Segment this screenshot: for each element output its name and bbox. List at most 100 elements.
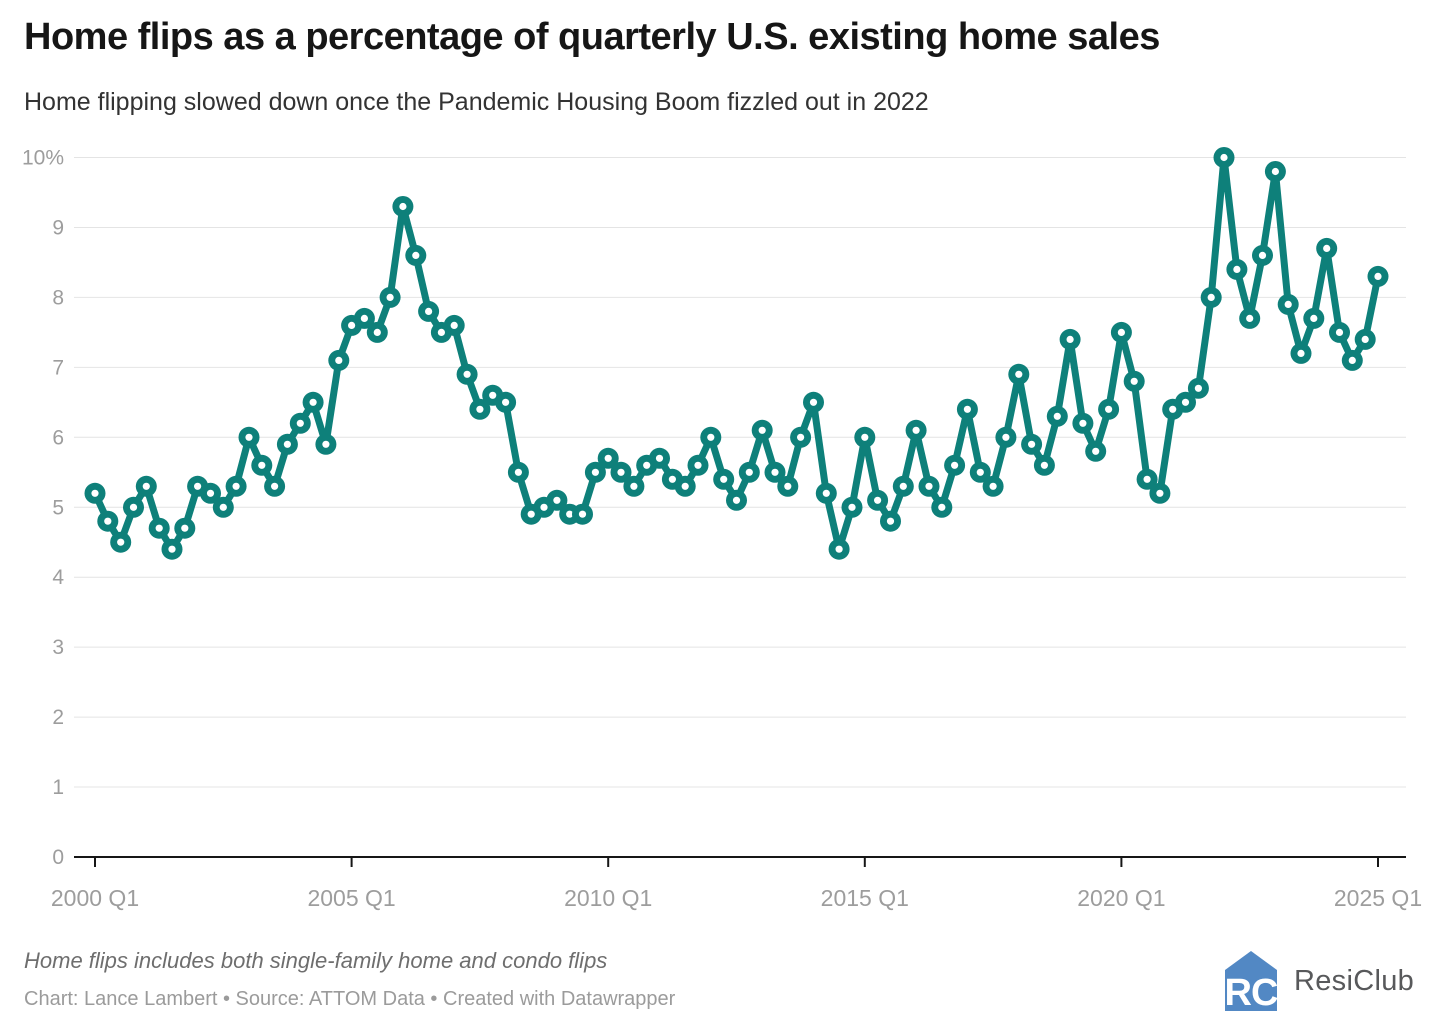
data-point-hole	[1169, 405, 1177, 413]
y-tick-label: 8	[52, 286, 64, 309]
data-point-hole	[1335, 328, 1344, 336]
y-tick-label: 4	[52, 566, 64, 589]
data-point-hole	[899, 482, 907, 490]
data-point-hole	[245, 433, 253, 441]
data-point-hole	[91, 489, 99, 497]
data-point-hole	[194, 482, 202, 490]
chart-footnote: Home flips includes both single-family h…	[24, 948, 608, 973]
data-point-hole	[206, 489, 215, 497]
data-point-hole	[963, 405, 972, 413]
data-point-hole	[604, 454, 612, 462]
data-point-hole	[1181, 398, 1190, 406]
data-point-hole	[630, 482, 638, 490]
data-point-hole	[681, 482, 689, 490]
data-point-hole	[591, 468, 600, 476]
data-point-hole	[758, 426, 766, 434]
data-point-hole	[1361, 335, 1369, 343]
data-point-hole	[489, 391, 497, 399]
data-point-hole	[129, 503, 138, 511]
y-tick-label: 5	[52, 496, 64, 519]
data-point-hole	[1220, 153, 1228, 162]
data-point-hole	[425, 307, 433, 315]
data-point-hole	[732, 496, 741, 504]
data-point-hole	[283, 440, 291, 448]
data-point-hole	[1310, 314, 1318, 322]
x-tick-label: 2010 Q1	[564, 885, 652, 911]
data-point-hole	[809, 398, 818, 406]
data-point-hole	[1040, 461, 1048, 469]
data-point-hole	[1258, 251, 1267, 259]
data-point-hole	[784, 482, 792, 490]
data-point-hole	[578, 510, 587, 518]
data-point-hole	[861, 433, 869, 441]
data-point-hole	[668, 475, 677, 483]
data-point-hole	[386, 293, 394, 301]
data-point-hole	[874, 496, 882, 504]
data-point-hole	[142, 482, 150, 490]
data-point-hole	[1246, 314, 1254, 322]
data-point-hole	[437, 328, 445, 336]
data-point-hole	[1053, 412, 1061, 420]
data-point-hole	[822, 489, 830, 497]
data-point-hole	[1130, 377, 1138, 385]
data-point-hole	[168, 545, 176, 553]
y-tick-label: 0	[52, 846, 64, 869]
data-point-hole	[1374, 272, 1382, 280]
data-point-hole	[181, 524, 189, 532]
data-point-hole	[771, 468, 779, 476]
page-title: Home flips as a percentage of quarterly …	[24, 16, 1160, 58]
x-tick-label: 2015 Q1	[821, 885, 909, 911]
data-point-hole	[1233, 265, 1241, 273]
data-point-hole	[514, 468, 523, 476]
data-point-hole	[951, 461, 959, 469]
house-rc-icon: RC	[1225, 951, 1278, 1013]
data-point-hole	[232, 482, 240, 490]
data-point-hole	[296, 419, 304, 427]
data-point-hole	[258, 461, 266, 469]
data-point-hole	[925, 482, 933, 490]
y-tick-label: 9	[52, 216, 64, 239]
data-point-hole	[1297, 349, 1305, 357]
data-point-hole	[707, 433, 715, 441]
data-point-hole	[502, 398, 510, 406]
data-point-hole	[797, 433, 805, 441]
data-point-hole	[938, 503, 946, 511]
data-point-hole	[360, 314, 368, 322]
chart-credit: Chart: Lance Lambert • Source: ATTOM Dat…	[24, 988, 676, 1010]
y-tick-label: 10%	[22, 147, 64, 170]
x-tick-label: 2020 Q1	[1077, 885, 1165, 911]
data-point-hole	[1105, 405, 1113, 413]
data-point-hole	[1323, 244, 1331, 252]
x-tick-label: 2000 Q1	[51, 885, 139, 911]
data-point-hole	[1079, 419, 1087, 427]
data-point-hole	[566, 510, 574, 518]
data-point-hole	[976, 468, 984, 476]
logo-monogram: RC	[1225, 972, 1278, 1013]
data-point-hole	[1156, 489, 1164, 497]
data-point-hole	[527, 510, 535, 518]
data-point-hole	[399, 202, 407, 211]
data-point-hole	[104, 517, 112, 525]
data-point-hole	[463, 370, 471, 378]
y-tick-label: 1	[52, 776, 64, 799]
y-tick-label: 7	[52, 356, 64, 379]
data-point-hole	[643, 461, 651, 469]
x-tick-label: 2025 Q1	[1334, 885, 1422, 911]
data-point-hole	[1002, 433, 1010, 441]
data-point-hole	[322, 440, 330, 448]
data-point-hole	[348, 321, 356, 329]
house-shape	[1225, 951, 1277, 1011]
page-subtitle: Home flipping slowed down once the Pande…	[24, 88, 929, 116]
data-point-hole	[886, 517, 895, 525]
data-point-hole	[412, 251, 420, 259]
x-tick-label: 2005 Q1	[307, 885, 395, 911]
data-point-hole	[912, 426, 920, 434]
data-point-hole	[694, 461, 702, 469]
data-point-hole	[720, 475, 728, 483]
data-point-hole	[450, 321, 458, 329]
data-point-hole	[155, 524, 163, 532]
data-point-hole	[271, 482, 279, 490]
data-point-hole	[1194, 384, 1202, 392]
data-point-hole	[617, 468, 625, 476]
data-point-hole	[848, 503, 856, 511]
